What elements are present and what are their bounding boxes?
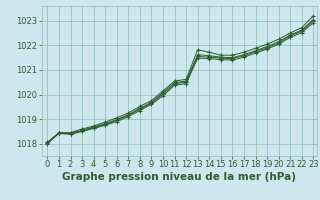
X-axis label: Graphe pression niveau de la mer (hPa): Graphe pression niveau de la mer (hPa) (62, 172, 296, 182)
